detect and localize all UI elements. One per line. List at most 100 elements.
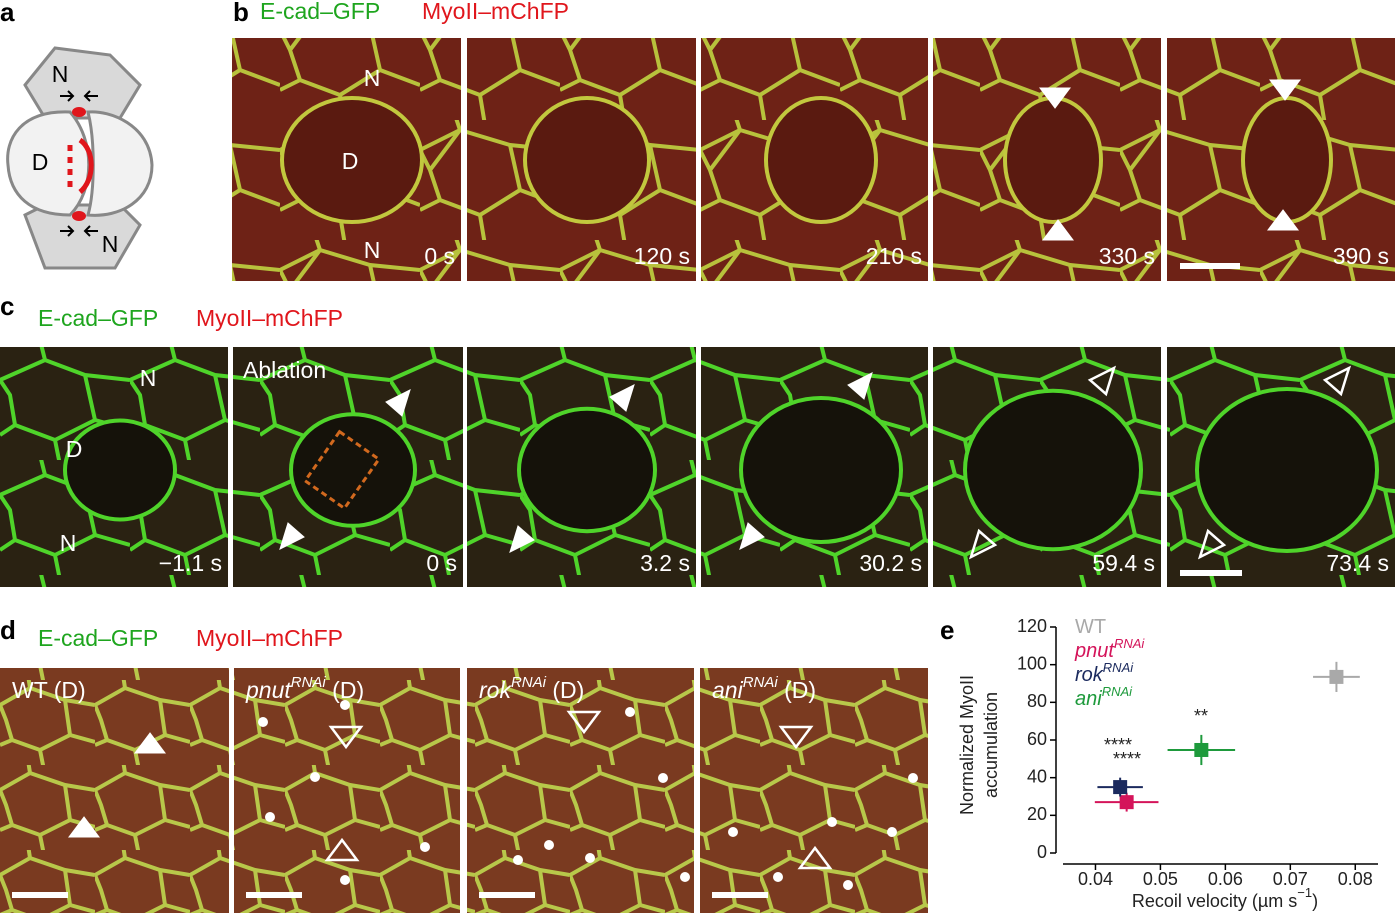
x-tick-label: 0.08 — [1338, 869, 1373, 889]
panel-label: c — [0, 291, 14, 321]
significance: **** — [1104, 735, 1132, 755]
title-sup: RNAi — [511, 674, 547, 691]
time-label: −1.1 s — [159, 550, 222, 576]
x-tick-label: 0.06 — [1208, 869, 1243, 889]
y-axis-title: Normalized MyoII accumulation — [957, 675, 1001, 815]
legend-red: MyoII–mChFP — [422, 0, 569, 24]
legend-sup: RNAi — [1103, 660, 1134, 675]
y-tick-label: 60 — [1027, 729, 1047, 749]
cell-marker — [420, 842, 430, 852]
arrowhead — [1042, 219, 1074, 241]
time-label: 120 s — [634, 243, 690, 269]
arrowhead — [68, 816, 100, 838]
cell-label: N — [52, 61, 69, 87]
y-tick-label: 120 — [1017, 616, 1047, 636]
x-tick-label: 0.04 — [1078, 869, 1113, 889]
cell — [963, 388, 1143, 552]
arrowhead — [1322, 365, 1352, 397]
scale-bar — [12, 892, 68, 898]
y-axis-title-line: accumulation — [981, 692, 1001, 798]
arrowhead — [1267, 209, 1299, 231]
cell-label: D — [32, 149, 49, 175]
panel-label: e — [940, 615, 954, 645]
cell-marker — [680, 872, 690, 882]
cell — [1241, 96, 1333, 224]
cell-marker — [658, 773, 668, 783]
frame-title: aniRNAi (D) — [712, 674, 816, 703]
time-label: 59.4 s — [1092, 550, 1155, 576]
arrowhead — [279, 522, 305, 550]
cell — [739, 396, 903, 544]
y-tick-label: 0 — [1037, 842, 1047, 862]
legend-name: WT — [1075, 616, 1106, 638]
time-label: 0 s — [426, 550, 457, 576]
time-label: 330 s — [1099, 243, 1155, 269]
legend-name: rok — [1075, 664, 1104, 686]
cell — [280, 96, 424, 224]
x-axis-title-sup: −1 — [1297, 885, 1312, 900]
ablation-box — [303, 429, 381, 511]
arrowhead — [509, 525, 535, 553]
arrowhead — [328, 725, 364, 750]
cell-label: D — [342, 148, 359, 174]
arrowhead — [324, 837, 360, 862]
y-tick-label: 40 — [1027, 766, 1047, 786]
x-tick-label: 0.07 — [1273, 869, 1308, 889]
cell-label: N — [60, 530, 77, 556]
significance: ** — [1194, 706, 1208, 726]
legend-sup: RNAi — [1114, 636, 1145, 651]
title-sup: RNAi — [743, 674, 779, 691]
point — [1329, 669, 1344, 684]
cell — [289, 412, 417, 528]
scale-bar — [712, 892, 768, 898]
arrowhead — [1087, 365, 1117, 397]
cell-marker — [310, 772, 320, 782]
cell-label: D — [66, 436, 83, 462]
micrograph — [700, 668, 928, 913]
scale-bar — [246, 892, 302, 898]
frame-title: pnutRNAi (D) — [245, 674, 364, 703]
time-label: 73.4 s — [1326, 550, 1389, 576]
arrowhead — [1197, 528, 1227, 560]
panel-label: b — [233, 0, 249, 27]
cell-label: N — [364, 65, 381, 91]
arrowhead — [609, 384, 635, 412]
point — [1119, 795, 1134, 810]
micrograph — [467, 668, 694, 913]
frame-title: rokRNAi (D) — [479, 674, 584, 703]
title-suffix: (D) — [326, 677, 364, 703]
arrowhead — [134, 732, 166, 754]
cell — [1195, 387, 1379, 553]
title-name: rok — [479, 677, 512, 703]
arrowhead — [847, 372, 873, 400]
point — [1113, 780, 1128, 795]
arrowhead — [566, 710, 602, 735]
title-suffix: (D) — [778, 677, 816, 703]
title-name: ani — [712, 677, 744, 703]
scale-bar — [479, 892, 535, 898]
y-tick-label: 20 — [1027, 804, 1047, 824]
legend-entry: aniRNAi — [1075, 684, 1133, 710]
cell-marker — [728, 827, 738, 837]
arrowhead — [739, 522, 765, 550]
y-tick-label: 100 — [1017, 653, 1047, 673]
time-label: 210 s — [866, 243, 922, 269]
point — [1194, 742, 1209, 757]
arrowhead — [1039, 87, 1071, 109]
schematic — [6, 46, 154, 270]
cell-marker — [908, 773, 918, 783]
x-axis-title: Recoil velocity (µm s−1) — [1132, 885, 1318, 910]
panel-label: d — [0, 615, 16, 645]
arrowhead — [778, 725, 814, 750]
legend-red: MyoII–mChFP — [196, 625, 343, 651]
cell-label: N — [102, 231, 119, 257]
cell-marker — [544, 840, 554, 850]
cell-marker — [773, 872, 783, 882]
title-name: WT — [12, 677, 48, 703]
cell-marker — [265, 812, 275, 822]
x-axis-title-end: ) — [1312, 891, 1318, 911]
significance: **** — [1113, 749, 1141, 769]
annotation: Ablation — [243, 357, 326, 383]
